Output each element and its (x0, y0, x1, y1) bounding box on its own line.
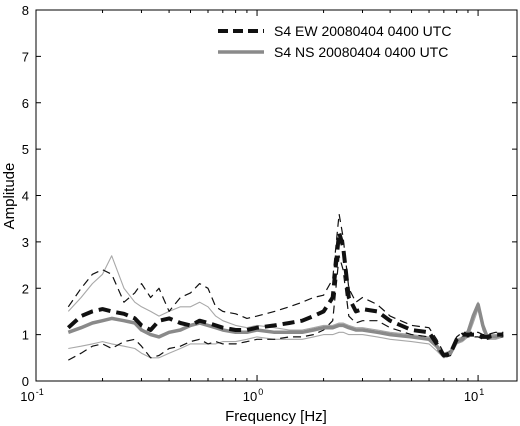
series-line-5 (68, 308, 504, 359)
y-tick-label: 7 (22, 49, 29, 64)
y-tick-label: 3 (22, 235, 29, 250)
y-tick-label: 5 (22, 142, 29, 157)
x-tick-label: 101 (464, 387, 484, 404)
series-line-4 (67, 255, 504, 354)
x-axis-title: Frequency [Hz] (225, 408, 327, 425)
x-tick-label: 10-1 (20, 387, 43, 404)
y-tick-label: 6 (22, 96, 29, 111)
y-tick-label: 8 (22, 3, 29, 18)
series-layer (66, 213, 504, 361)
y-axis-ticks: 0 1 2 3 4 5 6 7 8 (22, 3, 517, 389)
x-tick-label: 100 (243, 387, 263, 404)
legend: S4 EW 20080404 0400 UTC S4 NS 20080404 04… (218, 23, 451, 60)
series-line-1 (67, 302, 504, 358)
legend-label-0: S4 EW 20080404 0400 UTC (274, 23, 451, 39)
y-tick-label: 4 (22, 189, 29, 204)
series-line-2 (67, 213, 504, 354)
series-line-0 (66, 230, 504, 358)
y-axis-title: Amplitude (1, 163, 18, 230)
y-tick-label: 2 (22, 281, 29, 296)
y-tick-label: 1 (22, 328, 29, 343)
y-tick-label: 0 (22, 374, 29, 389)
legend-label-1: S4 NS 20080404 0400 UTC (274, 44, 448, 60)
series-line-3 (68, 255, 504, 361)
